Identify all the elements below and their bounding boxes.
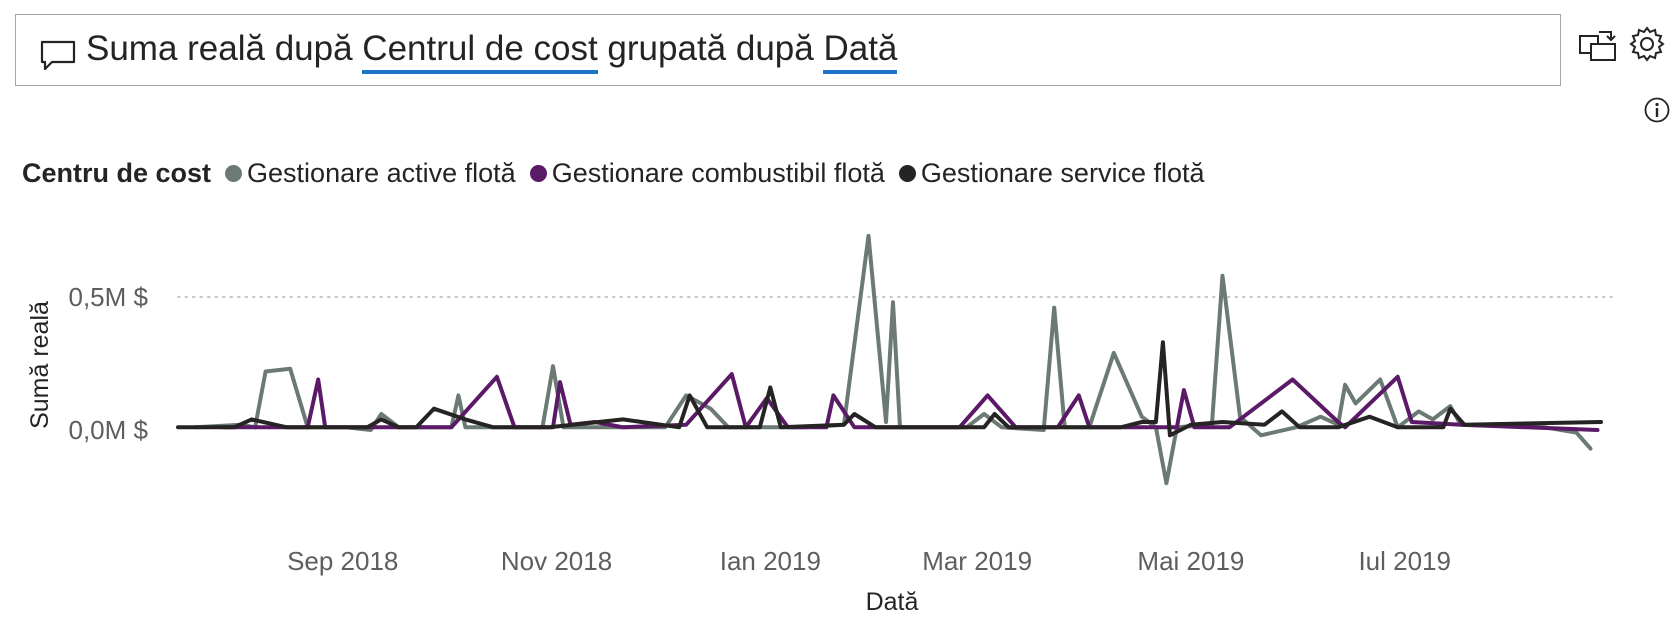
x-tick-label: Nov 2018	[501, 546, 612, 576]
x-tick-label: Sep 2018	[287, 546, 398, 576]
info-icon[interactable]	[1643, 96, 1671, 124]
qa-term[interactable]: Dată	[823, 29, 898, 74]
chart-legend: Centru de cost Gestionare active flotă Ge…	[22, 155, 1219, 191]
qa-text-part: grupată după	[597, 29, 824, 68]
legend-marker	[529, 164, 547, 182]
legend-marker	[225, 164, 243, 182]
series-line	[176, 340, 1603, 438]
legend-item[interactable]: Gestionare active flotă	[225, 155, 516, 191]
legend-label: Gestionare service flotă	[920, 158, 1205, 188]
x-tick-label: Iul 2019	[1358, 546, 1451, 576]
gear-icon[interactable]	[1627, 24, 1667, 64]
x-axis-title: Dată	[866, 588, 919, 616]
y-axis-title: Sumă reală	[26, 301, 54, 429]
legend-item[interactable]: Gestionare combustibil flotă	[529, 155, 885, 191]
legend-label: Gestionare combustibil flotă	[551, 158, 885, 188]
legend-item[interactable]: Gestionare service flotă	[898, 155, 1205, 191]
legend-marker	[898, 164, 916, 182]
qa-term[interactable]: Centrul de cost	[362, 29, 598, 74]
y-tick-label: 0,0M $	[69, 415, 149, 445]
legend-label: Gestionare active flotă	[247, 158, 516, 188]
x-tick-label: Mai 2019	[1137, 546, 1244, 576]
x-tick-label: Mar 2019	[922, 546, 1032, 576]
qa-text-part: Suma reală după	[86, 29, 363, 68]
qa-question-text[interactable]: Suma reală după Centrul de cost grupată …	[86, 27, 898, 74]
legend-title: Centru de cost	[22, 158, 212, 188]
series-line	[221, 372, 1600, 432]
series-line	[193, 233, 1593, 486]
convert-visual-icon[interactable]	[1577, 24, 1621, 64]
qa-question-box[interactable]: Suma reală după Centrul de cost grupată …	[15, 14, 1561, 86]
speech-bubble-icon	[40, 40, 76, 71]
line-chart: 0,0M $ 0,5M $ Sep 2018 Nov 2018 Ian 2019 Mar …	[26, 233, 1616, 616]
x-tick-label: Ian 2019	[720, 546, 821, 576]
y-tick-label: 0,5M $	[69, 282, 149, 312]
